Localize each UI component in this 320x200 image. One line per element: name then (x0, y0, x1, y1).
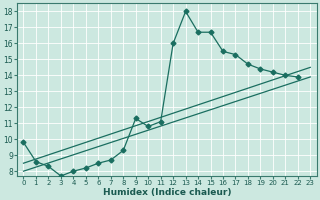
X-axis label: Humidex (Indice chaleur): Humidex (Indice chaleur) (103, 188, 231, 197)
